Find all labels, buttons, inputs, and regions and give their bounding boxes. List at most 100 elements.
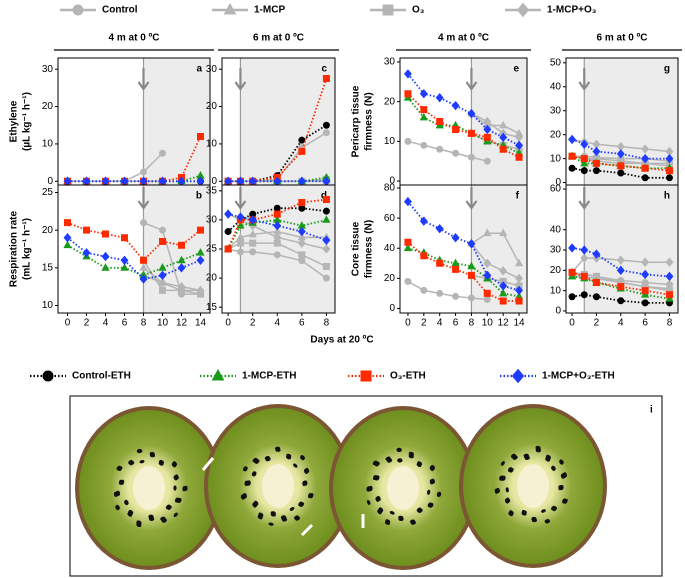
legend-marker bbox=[211, 368, 225, 381]
point bbox=[436, 289, 444, 297]
point bbox=[120, 263, 129, 271]
point bbox=[224, 245, 232, 253]
x-tick-label: 12 bbox=[176, 318, 188, 329]
arrow bbox=[234, 68, 247, 91]
point bbox=[158, 263, 167, 271]
seed bbox=[254, 500, 259, 506]
seed bbox=[385, 519, 391, 523]
y-tick-label: 20 bbox=[206, 273, 218, 284]
point bbox=[483, 133, 491, 141]
y-tick-label: 20 bbox=[384, 96, 396, 107]
seed bbox=[551, 466, 556, 471]
y-tick-label: 30 bbox=[384, 57, 396, 68]
seed bbox=[378, 507, 384, 512]
legend-marker bbox=[511, 368, 525, 384]
point bbox=[121, 234, 128, 242]
y-tick-label: 50 bbox=[550, 57, 562, 68]
shaded-region bbox=[471, 58, 527, 185]
x-tick-label: 12 bbox=[498, 318, 510, 329]
point bbox=[83, 226, 90, 234]
seed bbox=[116, 490, 121, 496]
arrow bbox=[465, 68, 478, 91]
series-line bbox=[571, 155, 670, 170]
seed bbox=[243, 493, 247, 499]
series-line bbox=[228, 78, 328, 183]
point bbox=[515, 153, 523, 161]
y-tick-label: 30 bbox=[550, 105, 562, 116]
point bbox=[248, 215, 257, 225]
seed bbox=[293, 515, 299, 520]
point bbox=[236, 248, 244, 256]
x-tick-label: 2 bbox=[250, 318, 256, 329]
point bbox=[420, 141, 428, 149]
point bbox=[499, 266, 508, 276]
point bbox=[483, 157, 491, 165]
x-tick-label: 6 bbox=[642, 318, 648, 329]
point bbox=[580, 245, 589, 255]
legend-label: Control bbox=[102, 5, 138, 16]
seed bbox=[148, 514, 154, 518]
seed bbox=[160, 516, 166, 521]
series-line bbox=[471, 112, 520, 139]
x-axis-label: Days at 20 ºC bbox=[310, 335, 373, 346]
x-tick-label: 6 bbox=[299, 318, 305, 329]
seed bbox=[118, 466, 123, 472]
point bbox=[322, 196, 330, 204]
y-tick-label: 60 bbox=[550, 184, 562, 195]
panel-label: a bbox=[196, 64, 202, 75]
point bbox=[322, 235, 331, 245]
kiwi-core bbox=[517, 464, 549, 508]
point bbox=[499, 297, 507, 305]
point bbox=[592, 279, 600, 287]
point bbox=[592, 249, 601, 259]
seed bbox=[173, 475, 178, 481]
seed bbox=[308, 493, 312, 499]
point bbox=[159, 237, 166, 245]
point bbox=[641, 299, 649, 307]
point bbox=[641, 257, 650, 267]
point bbox=[483, 295, 491, 303]
seed bbox=[120, 479, 125, 485]
y-tick-label: 0 bbox=[211, 176, 217, 187]
point bbox=[322, 262, 330, 270]
seed bbox=[171, 462, 176, 468]
legend-label: O₃ bbox=[412, 5, 425, 16]
series-line bbox=[571, 293, 670, 304]
x-tick-label: 4 bbox=[437, 318, 443, 329]
y-tick-label: 20 bbox=[550, 129, 562, 140]
x-tick-label: 6 bbox=[122, 318, 128, 329]
point bbox=[63, 240, 72, 249]
x-tick-label: 4 bbox=[618, 318, 624, 329]
kiwi-core bbox=[262, 464, 294, 508]
legend-marker bbox=[42, 370, 54, 382]
legend-marker bbox=[382, 4, 394, 16]
point bbox=[641, 153, 650, 164]
y-tick-label: 40 bbox=[550, 224, 562, 235]
point bbox=[568, 243, 577, 253]
seed bbox=[509, 510, 514, 515]
point bbox=[568, 134, 577, 145]
point bbox=[641, 144, 650, 154]
x-tick-label: 0 bbox=[569, 318, 575, 329]
seed bbox=[293, 463, 298, 468]
point bbox=[140, 219, 147, 227]
y-tick-label: 0 bbox=[389, 176, 395, 187]
shaded-region bbox=[240, 58, 335, 185]
point bbox=[665, 257, 674, 267]
point bbox=[298, 136, 306, 144]
y-tick-label: 10 bbox=[42, 300, 54, 311]
y-tick-label: 0 bbox=[47, 176, 53, 187]
point bbox=[322, 274, 330, 282]
legend-label: 1-MCP+O₃ bbox=[547, 5, 597, 16]
y-tick-label: 35 bbox=[206, 185, 218, 196]
point bbox=[158, 278, 167, 288]
panel-label: g bbox=[664, 64, 670, 75]
point bbox=[404, 90, 412, 98]
plot-frame bbox=[565, 184, 679, 314]
seed bbox=[124, 499, 129, 505]
point bbox=[617, 162, 625, 170]
seed bbox=[416, 463, 422, 468]
series-line bbox=[143, 274, 201, 292]
point bbox=[322, 244, 331, 254]
group-title: 6 m at 0 ºC bbox=[597, 33, 648, 44]
